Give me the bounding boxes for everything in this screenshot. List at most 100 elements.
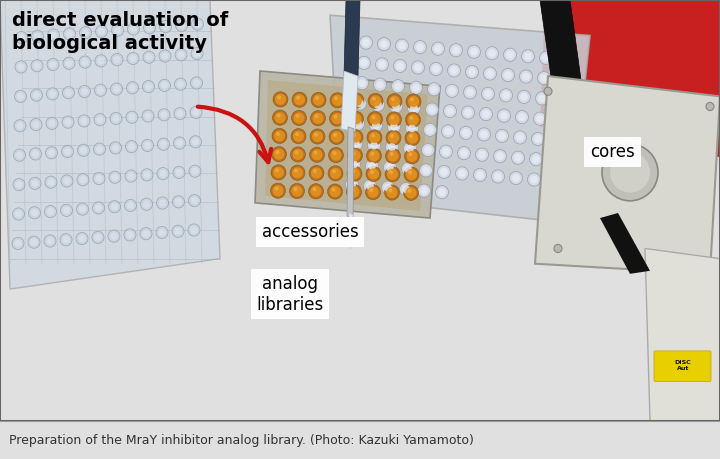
Circle shape [328, 147, 343, 162]
Circle shape [312, 149, 323, 160]
Circle shape [432, 65, 440, 73]
Circle shape [313, 151, 318, 155]
Circle shape [97, 57, 104, 64]
Circle shape [348, 158, 361, 171]
Circle shape [127, 231, 133, 238]
Circle shape [354, 97, 366, 110]
Circle shape [510, 171, 523, 185]
Circle shape [81, 118, 88, 124]
Circle shape [328, 166, 343, 181]
Circle shape [408, 152, 413, 157]
Circle shape [414, 63, 422, 72]
Circle shape [276, 150, 279, 154]
Circle shape [14, 240, 22, 247]
Circle shape [45, 176, 57, 188]
Circle shape [354, 120, 362, 128]
Circle shape [174, 228, 181, 235]
Circle shape [438, 188, 446, 196]
Circle shape [175, 198, 182, 205]
Circle shape [17, 122, 24, 129]
Circle shape [17, 63, 24, 71]
Circle shape [430, 62, 443, 76]
Circle shape [142, 110, 154, 122]
Circle shape [290, 147, 305, 162]
Circle shape [173, 166, 185, 179]
Circle shape [76, 232, 88, 245]
Circle shape [392, 102, 400, 111]
Circle shape [294, 187, 297, 191]
Circle shape [190, 106, 202, 118]
Circle shape [520, 93, 528, 101]
Circle shape [125, 170, 137, 182]
Circle shape [78, 115, 90, 127]
Circle shape [407, 133, 418, 144]
Circle shape [410, 81, 423, 94]
Circle shape [292, 185, 302, 196]
Circle shape [406, 169, 417, 180]
Circle shape [161, 52, 168, 60]
Circle shape [522, 73, 530, 80]
Circle shape [367, 139, 380, 152]
Circle shape [47, 208, 54, 215]
Circle shape [396, 62, 404, 70]
Circle shape [66, 60, 73, 67]
Circle shape [408, 170, 412, 174]
Circle shape [63, 87, 74, 99]
Circle shape [48, 179, 55, 186]
Circle shape [31, 60, 43, 72]
Circle shape [351, 113, 361, 124]
Circle shape [387, 187, 397, 198]
Circle shape [378, 61, 386, 68]
Circle shape [368, 93, 383, 108]
Circle shape [14, 120, 26, 132]
Circle shape [272, 110, 287, 125]
Circle shape [143, 201, 150, 208]
Circle shape [486, 70, 494, 78]
Circle shape [78, 144, 89, 157]
Circle shape [442, 148, 450, 156]
Circle shape [370, 170, 374, 174]
Circle shape [47, 88, 58, 100]
Circle shape [390, 100, 402, 113]
Circle shape [112, 24, 124, 36]
Circle shape [191, 197, 198, 204]
Circle shape [416, 43, 424, 51]
Circle shape [76, 203, 89, 215]
Circle shape [110, 233, 117, 240]
Circle shape [125, 199, 137, 212]
Circle shape [47, 237, 53, 245]
Circle shape [424, 146, 432, 154]
Circle shape [97, 87, 104, 94]
Circle shape [420, 187, 428, 195]
Circle shape [12, 208, 24, 220]
Circle shape [276, 132, 280, 136]
Circle shape [331, 188, 336, 191]
Circle shape [404, 165, 412, 173]
Circle shape [547, 154, 560, 168]
Circle shape [194, 21, 201, 28]
Circle shape [274, 130, 285, 141]
Circle shape [291, 129, 306, 144]
Circle shape [47, 58, 59, 71]
Circle shape [407, 151, 418, 162]
Circle shape [29, 177, 41, 190]
Circle shape [356, 77, 369, 90]
Circle shape [452, 46, 460, 54]
Circle shape [448, 87, 456, 95]
Circle shape [294, 168, 298, 173]
Circle shape [350, 160, 358, 168]
Circle shape [191, 47, 203, 60]
Circle shape [353, 96, 357, 101]
Circle shape [389, 114, 400, 125]
Circle shape [50, 61, 56, 68]
Circle shape [358, 56, 371, 69]
Circle shape [410, 97, 414, 101]
Circle shape [408, 114, 418, 125]
Circle shape [374, 78, 387, 91]
Circle shape [493, 150, 506, 163]
Circle shape [466, 88, 474, 96]
Circle shape [554, 93, 567, 106]
Circle shape [495, 129, 508, 142]
Circle shape [372, 97, 376, 101]
Circle shape [158, 229, 166, 236]
